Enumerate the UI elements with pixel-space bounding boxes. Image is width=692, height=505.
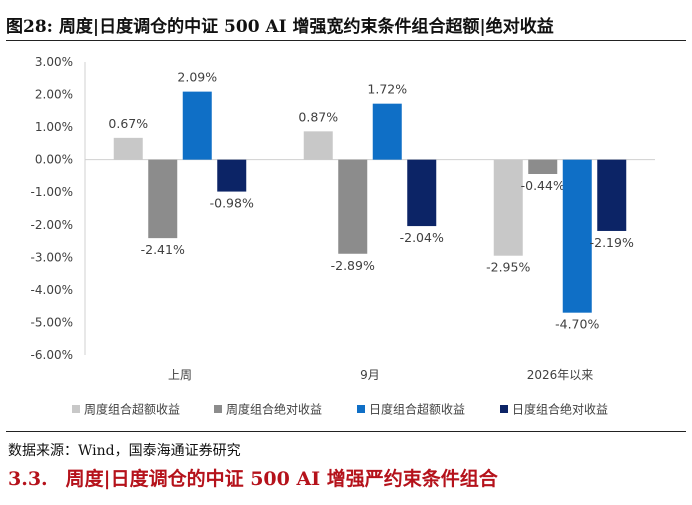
section-title-text: 周度|日度调仓的中证 500 AI 增强严约束条件组合 — [65, 468, 498, 490]
data-label: -0.98% — [210, 196, 254, 211]
source-rule — [6, 431, 686, 432]
legend-swatch — [214, 405, 222, 413]
y-tick-label: 2.00% — [35, 88, 73, 102]
data-source: 数据来源：Wind，国泰海通证券研究 — [8, 443, 241, 459]
section-number: 3.3. — [8, 468, 48, 490]
section-heading: 3.3. 周度|日度调仓的中证 500 AI 增强严约束条件组合 — [8, 464, 498, 491]
bar — [372, 103, 402, 160]
bar — [303, 131, 333, 160]
bar — [217, 159, 247, 192]
bar — [407, 159, 437, 227]
y-tick-label: -3.00% — [31, 250, 73, 264]
y-tick-label: -5.00% — [31, 315, 73, 329]
x-tick-label: 上周 — [168, 368, 192, 382]
y-tick-label: -1.00% — [31, 185, 73, 199]
legend-label: 日度组合超额收益 — [369, 402, 465, 417]
bar-chart: 3.00% 2.00% 1.00% 0.00% -1.00% -2.00% -3.00% -4… — [31, 55, 655, 417]
data-label: 1.72% — [367, 82, 407, 97]
legend-swatch — [72, 405, 80, 413]
legend-label: 周度组合绝对收益 — [226, 402, 322, 417]
y-tick-label: 1.00% — [35, 120, 73, 134]
y-tick-label: -4.00% — [31, 283, 73, 297]
figure-number: 图28: — [6, 17, 53, 37]
bar — [113, 137, 143, 160]
legend-swatch — [500, 405, 508, 413]
y-tick-label: 0.00% — [35, 153, 73, 167]
x-tick-label: 2026年以来 — [527, 368, 594, 382]
data-label: -4.70% — [555, 317, 599, 332]
data-label: -2.19% — [590, 235, 634, 250]
data-label: -2.89% — [331, 258, 375, 273]
data-label: -2.95% — [486, 260, 530, 275]
data-label: 0.87% — [298, 109, 338, 124]
legend-label: 日度组合绝对收益 — [512, 402, 608, 417]
y-tick-label: -6.00% — [31, 348, 73, 362]
bar — [597, 159, 627, 231]
bar — [528, 159, 558, 174]
y-tick-label: -2.00% — [31, 218, 73, 232]
legend-swatch — [357, 405, 365, 413]
data-label: -2.41% — [141, 242, 185, 257]
figure-title-text: 周度|日度调仓的中证 500 AI 增强宽约束条件组合超额|绝对收益 — [58, 17, 554, 37]
data-label: 0.67% — [108, 116, 148, 131]
cropped-next-text — [0, 494, 692, 505]
bar — [148, 159, 178, 239]
x-tick-label: 9月 — [360, 368, 380, 382]
data-label: -2.04% — [400, 230, 444, 245]
data-label: 2.09% — [177, 70, 217, 85]
data-label: -0.44% — [521, 178, 565, 193]
y-tick-label: 3.00% — [35, 55, 73, 69]
bar — [182, 91, 212, 160]
bar — [493, 159, 523, 256]
bar — [338, 159, 368, 254]
title-rule — [6, 40, 686, 41]
legend-label: 周度组合超额收益 — [84, 402, 180, 417]
cropped-previous-text — [0, 0, 692, 8]
bar — [562, 159, 592, 313]
figure-title: 图28: 周度|日度调仓的中证 500 AI 增强宽约束条件组合超额|绝对收益 — [6, 12, 554, 37]
